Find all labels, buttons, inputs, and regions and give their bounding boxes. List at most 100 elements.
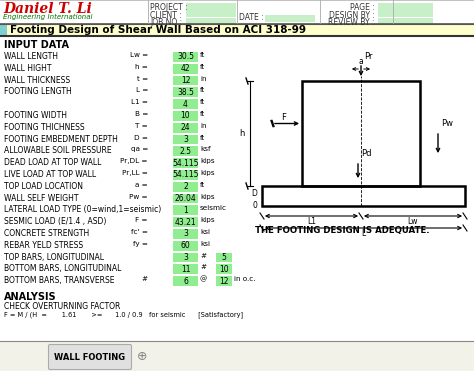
Bar bbox=[173, 265, 198, 274]
Text: 43.21: 43.21 bbox=[175, 218, 196, 227]
Bar bbox=[0, 24, 7, 36]
Bar bbox=[173, 217, 198, 227]
Text: 42: 42 bbox=[181, 64, 191, 73]
Text: T =: T = bbox=[135, 123, 148, 129]
Bar bbox=[173, 241, 198, 250]
Text: Engineering International: Engineering International bbox=[3, 14, 92, 20]
Bar bbox=[173, 76, 198, 85]
Text: SESMIC LOAD (E/1.4 , ASD): SESMIC LOAD (E/1.4 , ASD) bbox=[4, 217, 106, 226]
Text: 6: 6 bbox=[183, 277, 188, 286]
Text: CONCRETE STRENGTH: CONCRETE STRENGTH bbox=[4, 229, 89, 238]
Text: FOOTING LENGTH: FOOTING LENGTH bbox=[4, 88, 72, 96]
Bar bbox=[173, 111, 198, 121]
Bar bbox=[173, 158, 198, 168]
Text: kips: kips bbox=[200, 217, 215, 223]
Bar bbox=[186, 3, 236, 10]
Text: seismic: seismic bbox=[200, 206, 227, 211]
Text: D =: D = bbox=[134, 135, 148, 141]
Text: 12: 12 bbox=[219, 277, 229, 286]
Text: ft: ft bbox=[200, 182, 205, 188]
Text: THE FOOTING DESIGN IS ADEQUATE.: THE FOOTING DESIGN IS ADEQUATE. bbox=[255, 226, 429, 235]
Text: Pr,LL =: Pr,LL = bbox=[122, 170, 148, 176]
Text: 3: 3 bbox=[183, 135, 188, 144]
Bar bbox=[173, 229, 198, 239]
Text: kips: kips bbox=[200, 158, 215, 164]
Bar bbox=[173, 88, 198, 97]
Text: PAGE :: PAGE : bbox=[350, 3, 375, 12]
Bar bbox=[0, 341, 474, 371]
Text: FOOTING THICHNESS: FOOTING THICHNESS bbox=[4, 123, 85, 132]
Text: fc' =: fc' = bbox=[131, 229, 148, 235]
Text: 4: 4 bbox=[183, 99, 188, 109]
Text: in o.c.: in o.c. bbox=[234, 276, 255, 282]
Text: Pr,DL =: Pr,DL = bbox=[120, 158, 148, 164]
Text: WALL FOOTING: WALL FOOTING bbox=[55, 352, 126, 361]
Text: ksf: ksf bbox=[200, 147, 210, 152]
Bar bbox=[173, 182, 198, 191]
Bar bbox=[216, 276, 232, 286]
Text: WALL LENGTH: WALL LENGTH bbox=[4, 52, 58, 61]
Text: #: # bbox=[200, 265, 206, 270]
Bar bbox=[265, 15, 315, 22]
Text: 11: 11 bbox=[181, 265, 190, 274]
Text: 10: 10 bbox=[181, 111, 191, 121]
Text: 54.115: 54.115 bbox=[172, 170, 199, 180]
Text: CLIENT :: CLIENT : bbox=[150, 10, 182, 20]
Text: L =: L = bbox=[136, 88, 148, 93]
Bar bbox=[173, 52, 198, 62]
Text: in: in bbox=[200, 123, 207, 129]
Text: @: @ bbox=[200, 276, 207, 283]
Text: FOOTING WIDTH: FOOTING WIDTH bbox=[4, 111, 67, 120]
Text: t =: t = bbox=[137, 76, 148, 82]
Text: h =: h = bbox=[135, 64, 148, 70]
Bar bbox=[0, 24, 474, 36]
Text: Pw: Pw bbox=[441, 119, 453, 128]
Text: Footing Design of Shear Wall Based on ACI 318-99: Footing Design of Shear Wall Based on AC… bbox=[10, 25, 306, 35]
Bar bbox=[0, 36, 474, 341]
Bar bbox=[173, 276, 198, 286]
Bar bbox=[378, 17, 433, 24]
Text: 3: 3 bbox=[183, 229, 188, 239]
Text: JOB NO :: JOB NO : bbox=[150, 18, 182, 27]
Text: 5: 5 bbox=[221, 253, 227, 262]
Text: WALL HIGHT: WALL HIGHT bbox=[4, 64, 52, 73]
Text: 38.5: 38.5 bbox=[177, 88, 194, 97]
Text: 12: 12 bbox=[181, 76, 190, 85]
Bar bbox=[378, 3, 433, 10]
Text: kips: kips bbox=[200, 194, 215, 200]
Text: 30.5: 30.5 bbox=[177, 52, 194, 61]
Text: FOOTING EMBEDMENT DEPTH: FOOTING EMBEDMENT DEPTH bbox=[4, 135, 118, 144]
Text: TOP LOAD LOCATION: TOP LOAD LOCATION bbox=[4, 182, 83, 191]
Bar bbox=[0, 0, 474, 24]
Bar bbox=[216, 265, 232, 274]
Text: 1: 1 bbox=[183, 206, 188, 215]
Text: TOP BARS, LONGITUDINAL: TOP BARS, LONGITUDINAL bbox=[4, 253, 104, 262]
Text: ksi: ksi bbox=[200, 229, 210, 235]
Text: WALL SELF WEIGHT: WALL SELF WEIGHT bbox=[4, 194, 79, 203]
FancyBboxPatch shape bbox=[48, 345, 131, 370]
Text: ft: ft bbox=[200, 52, 205, 58]
Text: Daniel T. Li: Daniel T. Li bbox=[3, 2, 92, 16]
Bar bbox=[173, 123, 198, 132]
Text: LATERAL LOAD TYPE (0=wind,1=seismic): LATERAL LOAD TYPE (0=wind,1=seismic) bbox=[4, 206, 161, 214]
Bar bbox=[173, 206, 198, 215]
Text: Lw: Lw bbox=[408, 217, 418, 226]
Text: ALLOWABLE SOIL PRESSURE: ALLOWABLE SOIL PRESSURE bbox=[4, 147, 111, 155]
Text: ⊕: ⊕ bbox=[137, 351, 147, 364]
Bar bbox=[173, 170, 198, 180]
Text: F = M / (H  =       1.61       >=      1.0 / 0.9   for seismic      [Satisfactor: F = M / (H = 1.61 >= 1.0 / 0.9 for seism… bbox=[4, 311, 243, 318]
Text: h: h bbox=[240, 129, 245, 138]
Bar bbox=[173, 135, 198, 144]
Text: 3: 3 bbox=[183, 253, 188, 262]
Text: INPUT DATA: INPUT DATA bbox=[4, 40, 69, 50]
Text: F: F bbox=[282, 112, 286, 121]
Bar bbox=[302, 81, 420, 186]
Bar bbox=[262, 186, 465, 206]
Text: PROJECT :: PROJECT : bbox=[150, 3, 188, 12]
Text: 26.04: 26.04 bbox=[174, 194, 196, 203]
Text: kips: kips bbox=[200, 170, 215, 176]
Text: B =: B = bbox=[135, 111, 148, 117]
Text: L1 =: L1 = bbox=[131, 99, 148, 105]
Text: LIVE LOAD AT TOP WALL: LIVE LOAD AT TOP WALL bbox=[4, 170, 96, 179]
Bar bbox=[173, 99, 198, 109]
